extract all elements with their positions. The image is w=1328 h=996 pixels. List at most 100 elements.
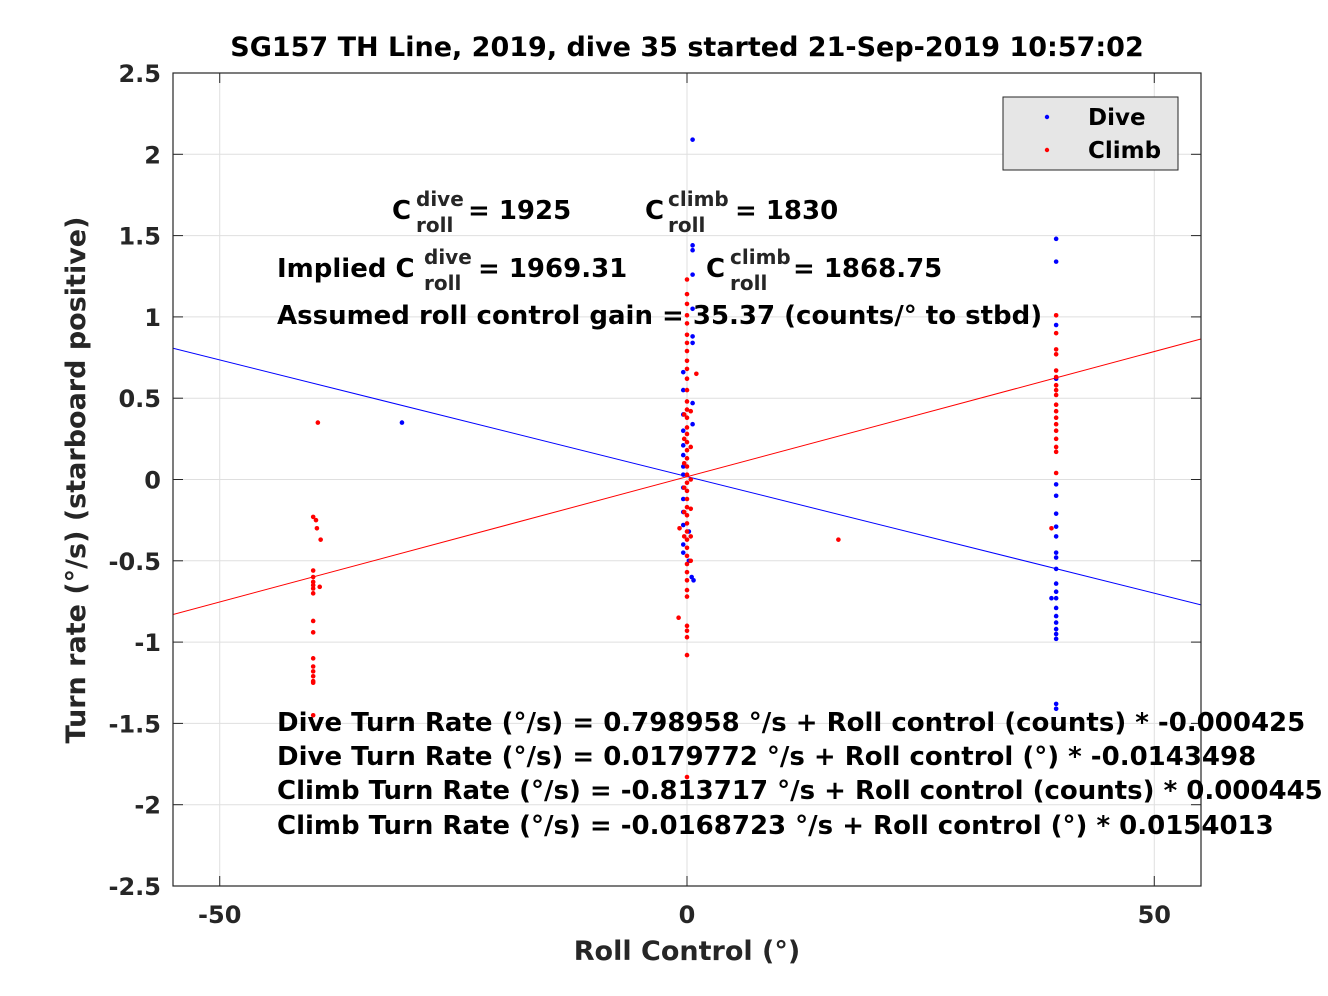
climb-point <box>310 664 316 669</box>
dive-point <box>1053 236 1059 242</box>
climb-point <box>1053 415 1059 421</box>
plot-frame <box>172 72 1202 887</box>
climb-point <box>684 348 690 354</box>
climb-point <box>684 301 690 307</box>
dive-point <box>1053 322 1059 328</box>
implied-climb-c: C <box>706 254 725 284</box>
implied-dive-sub: roll <box>424 271 461 295</box>
climb-point <box>681 436 687 442</box>
legend-climb-label: Climb <box>1088 138 1161 164</box>
climb-point <box>684 652 690 658</box>
dive-point <box>1053 524 1059 529</box>
climb-point <box>1053 444 1059 450</box>
climb-point <box>684 537 690 542</box>
climb-point <box>684 447 690 453</box>
climb-point <box>310 618 316 624</box>
climb-point <box>310 586 316 591</box>
dive-point <box>399 420 405 425</box>
implied-climb-sub: roll <box>730 271 767 295</box>
y-tick-label: 0.5 <box>118 385 161 413</box>
dive-point <box>1053 566 1059 572</box>
implied-dive-sup: dive <box>424 245 472 269</box>
climb-point <box>684 545 690 551</box>
dive-point <box>1053 605 1059 611</box>
climb-point <box>681 412 687 417</box>
legend: Dive Climb <box>1002 96 1179 171</box>
climb-point <box>684 291 690 297</box>
dive-point <box>1053 581 1059 586</box>
y-tick-label: -2.5 <box>109 873 161 901</box>
climb-point <box>1053 470 1059 476</box>
climb-point <box>688 444 694 450</box>
climb-point <box>310 582 316 588</box>
chart-title: SG157 TH Line, 2019, dive 35 started 21-… <box>230 32 1144 63</box>
y-tick-labels: 2.5 2 1.5 1 0.5 0 -0.5 -1 -1.5 -2 -2.5 <box>109 60 161 901</box>
y-tick-label: 0 <box>144 467 161 495</box>
dive-point <box>1053 511 1059 516</box>
climb-point <box>684 321 690 326</box>
dive-point <box>680 443 686 448</box>
climb-point <box>688 477 694 482</box>
climb-point <box>1053 449 1059 455</box>
dive-point <box>680 472 686 477</box>
equation-dive-counts: Dive Turn Rate (°/s) = 0.798958 °/s + Ro… <box>277 708 1305 738</box>
climb-point <box>688 408 694 414</box>
c-roll-climb-sup: climb <box>668 187 729 211</box>
dive-point <box>1053 589 1059 594</box>
implied-dive-value: = 1969.31 <box>478 254 627 284</box>
climb-point <box>688 558 694 564</box>
climb-point <box>684 340 690 346</box>
dive-point <box>680 428 686 434</box>
implied-climb-value: = 1868.75 <box>793 254 942 284</box>
c-roll-climb-annotation: C climb roll = 1830 <box>645 187 838 237</box>
climb-point <box>1053 374 1059 380</box>
climb-point <box>684 431 690 437</box>
climb-point <box>681 509 687 515</box>
dive-point <box>680 387 686 393</box>
climb-point <box>315 420 321 425</box>
climb-point <box>313 517 319 523</box>
dive-point <box>1053 555 1059 560</box>
legend-dive-label: Dive <box>1088 105 1146 131</box>
climb-point <box>684 578 690 583</box>
climb-point <box>676 615 681 621</box>
climb-point <box>684 512 690 518</box>
dive-point <box>1053 534 1059 539</box>
dive-point <box>1053 701 1059 707</box>
c-roll-climb-sub: roll <box>668 213 705 237</box>
implied-climb-sup: climb <box>730 245 791 269</box>
implied-c-roll-climb-annotation: C climb roll = 1868.75 <box>706 245 942 295</box>
climb-point <box>1053 421 1059 427</box>
dive-point <box>690 243 695 248</box>
x-tick-labels: -50 0 50 <box>198 901 1171 929</box>
dive-point <box>680 522 686 528</box>
climb-point <box>684 553 690 559</box>
climb-point <box>684 561 690 567</box>
climb-point <box>1053 408 1059 414</box>
climb-point <box>310 514 316 520</box>
climb-point <box>314 525 320 531</box>
dive-point <box>690 247 695 253</box>
climb-point <box>684 399 690 404</box>
x-tick-label: 50 <box>1138 901 1171 929</box>
climb-point <box>310 568 316 573</box>
climb-point <box>684 407 690 412</box>
climb-point <box>318 537 323 542</box>
climb-point <box>1053 382 1059 388</box>
climb-point <box>1053 392 1059 398</box>
y-axis-label: Turn rate (°/s) (starboard positive) <box>61 217 92 744</box>
climb-point <box>310 673 316 679</box>
climb-point <box>694 371 699 377</box>
climb-point <box>684 312 690 318</box>
gain-annotation: Assumed roll control gain = 35.37 (count… <box>277 301 1042 331</box>
y-tick-label: 2 <box>144 141 161 169</box>
equation-dive-degrees: Dive Turn Rate (°/s) = 0.0179772 °/s + R… <box>277 742 1256 772</box>
c-roll-dive-annotation: C dive roll = 1925 <box>392 187 571 237</box>
dive-point <box>680 496 686 502</box>
climb-point <box>681 534 687 539</box>
dive-point <box>690 272 695 277</box>
climb-point <box>310 680 316 686</box>
climb-point <box>684 456 690 461</box>
climb-point <box>684 569 690 575</box>
